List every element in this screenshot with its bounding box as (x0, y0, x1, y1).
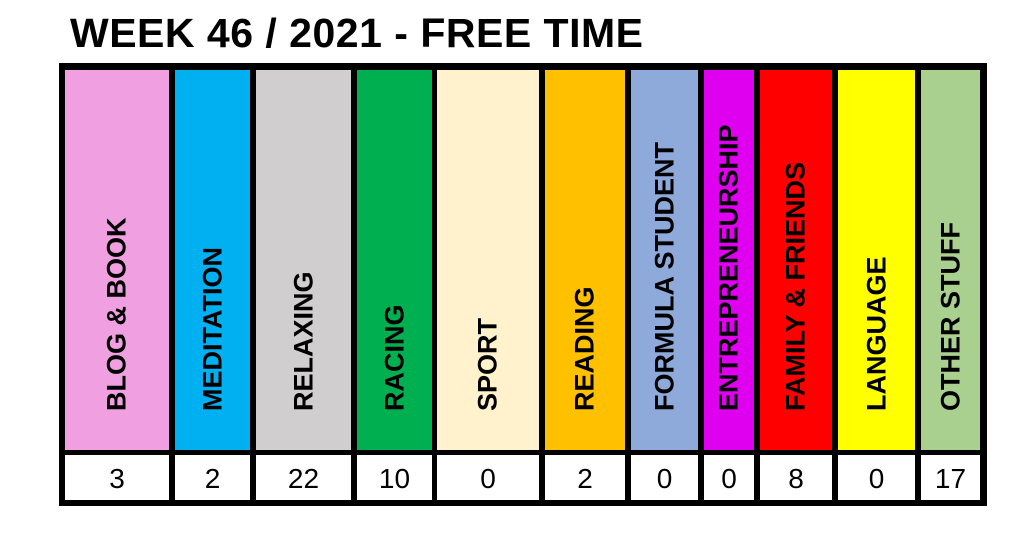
category-label: FAMILY & FRIENDS (780, 161, 811, 411)
value-cell: 3 (65, 455, 169, 500)
category-label: FORMULA STUDENT (649, 142, 679, 411)
value-cell: 17 (921, 455, 980, 500)
category-column: RACING (357, 70, 432, 450)
category-column: BLOG & BOOK (65, 70, 169, 450)
category-column: LANGUAGE (838, 70, 915, 450)
category-label: LANGUAGE (861, 256, 891, 412)
category-column: OTHER STUFF (921, 70, 980, 450)
value-cell: 8 (760, 455, 832, 500)
category-label: BLOG & BOOK (101, 217, 132, 412)
value-cell: 10 (357, 455, 432, 500)
category-column: READING (545, 70, 625, 450)
category-label: SPORT (472, 317, 503, 411)
category-column: SPORT (437, 70, 539, 450)
value-cell: 22 (256, 455, 351, 500)
category-column: RELAXING (256, 70, 351, 450)
category-column: ENTREPRENEURSHIP (704, 70, 754, 450)
value-cell: 2 (545, 455, 625, 500)
category-label: RACING (379, 304, 409, 412)
category-label: OTHER STUFF (935, 222, 965, 411)
category-label: RELAXING (288, 271, 318, 411)
category-column: FORMULA STUDENT (631, 70, 698, 450)
value-cell: 0 (631, 455, 698, 500)
chart-title: WEEK 46 / 2021 - FREE TIME (70, 10, 644, 56)
category-label: READING (569, 286, 600, 411)
category-column: FAMILY & FRIENDS (760, 70, 832, 450)
category-column: MEDITATION (175, 70, 250, 450)
value-cell: 0 (704, 455, 754, 500)
value-cell: 2 (175, 455, 250, 500)
category-label: ENTREPRENEURSHIP (713, 124, 744, 411)
category-label: MEDITATION (197, 247, 227, 411)
value-cell: 0 (838, 455, 915, 500)
value-cell: 0 (437, 455, 539, 500)
